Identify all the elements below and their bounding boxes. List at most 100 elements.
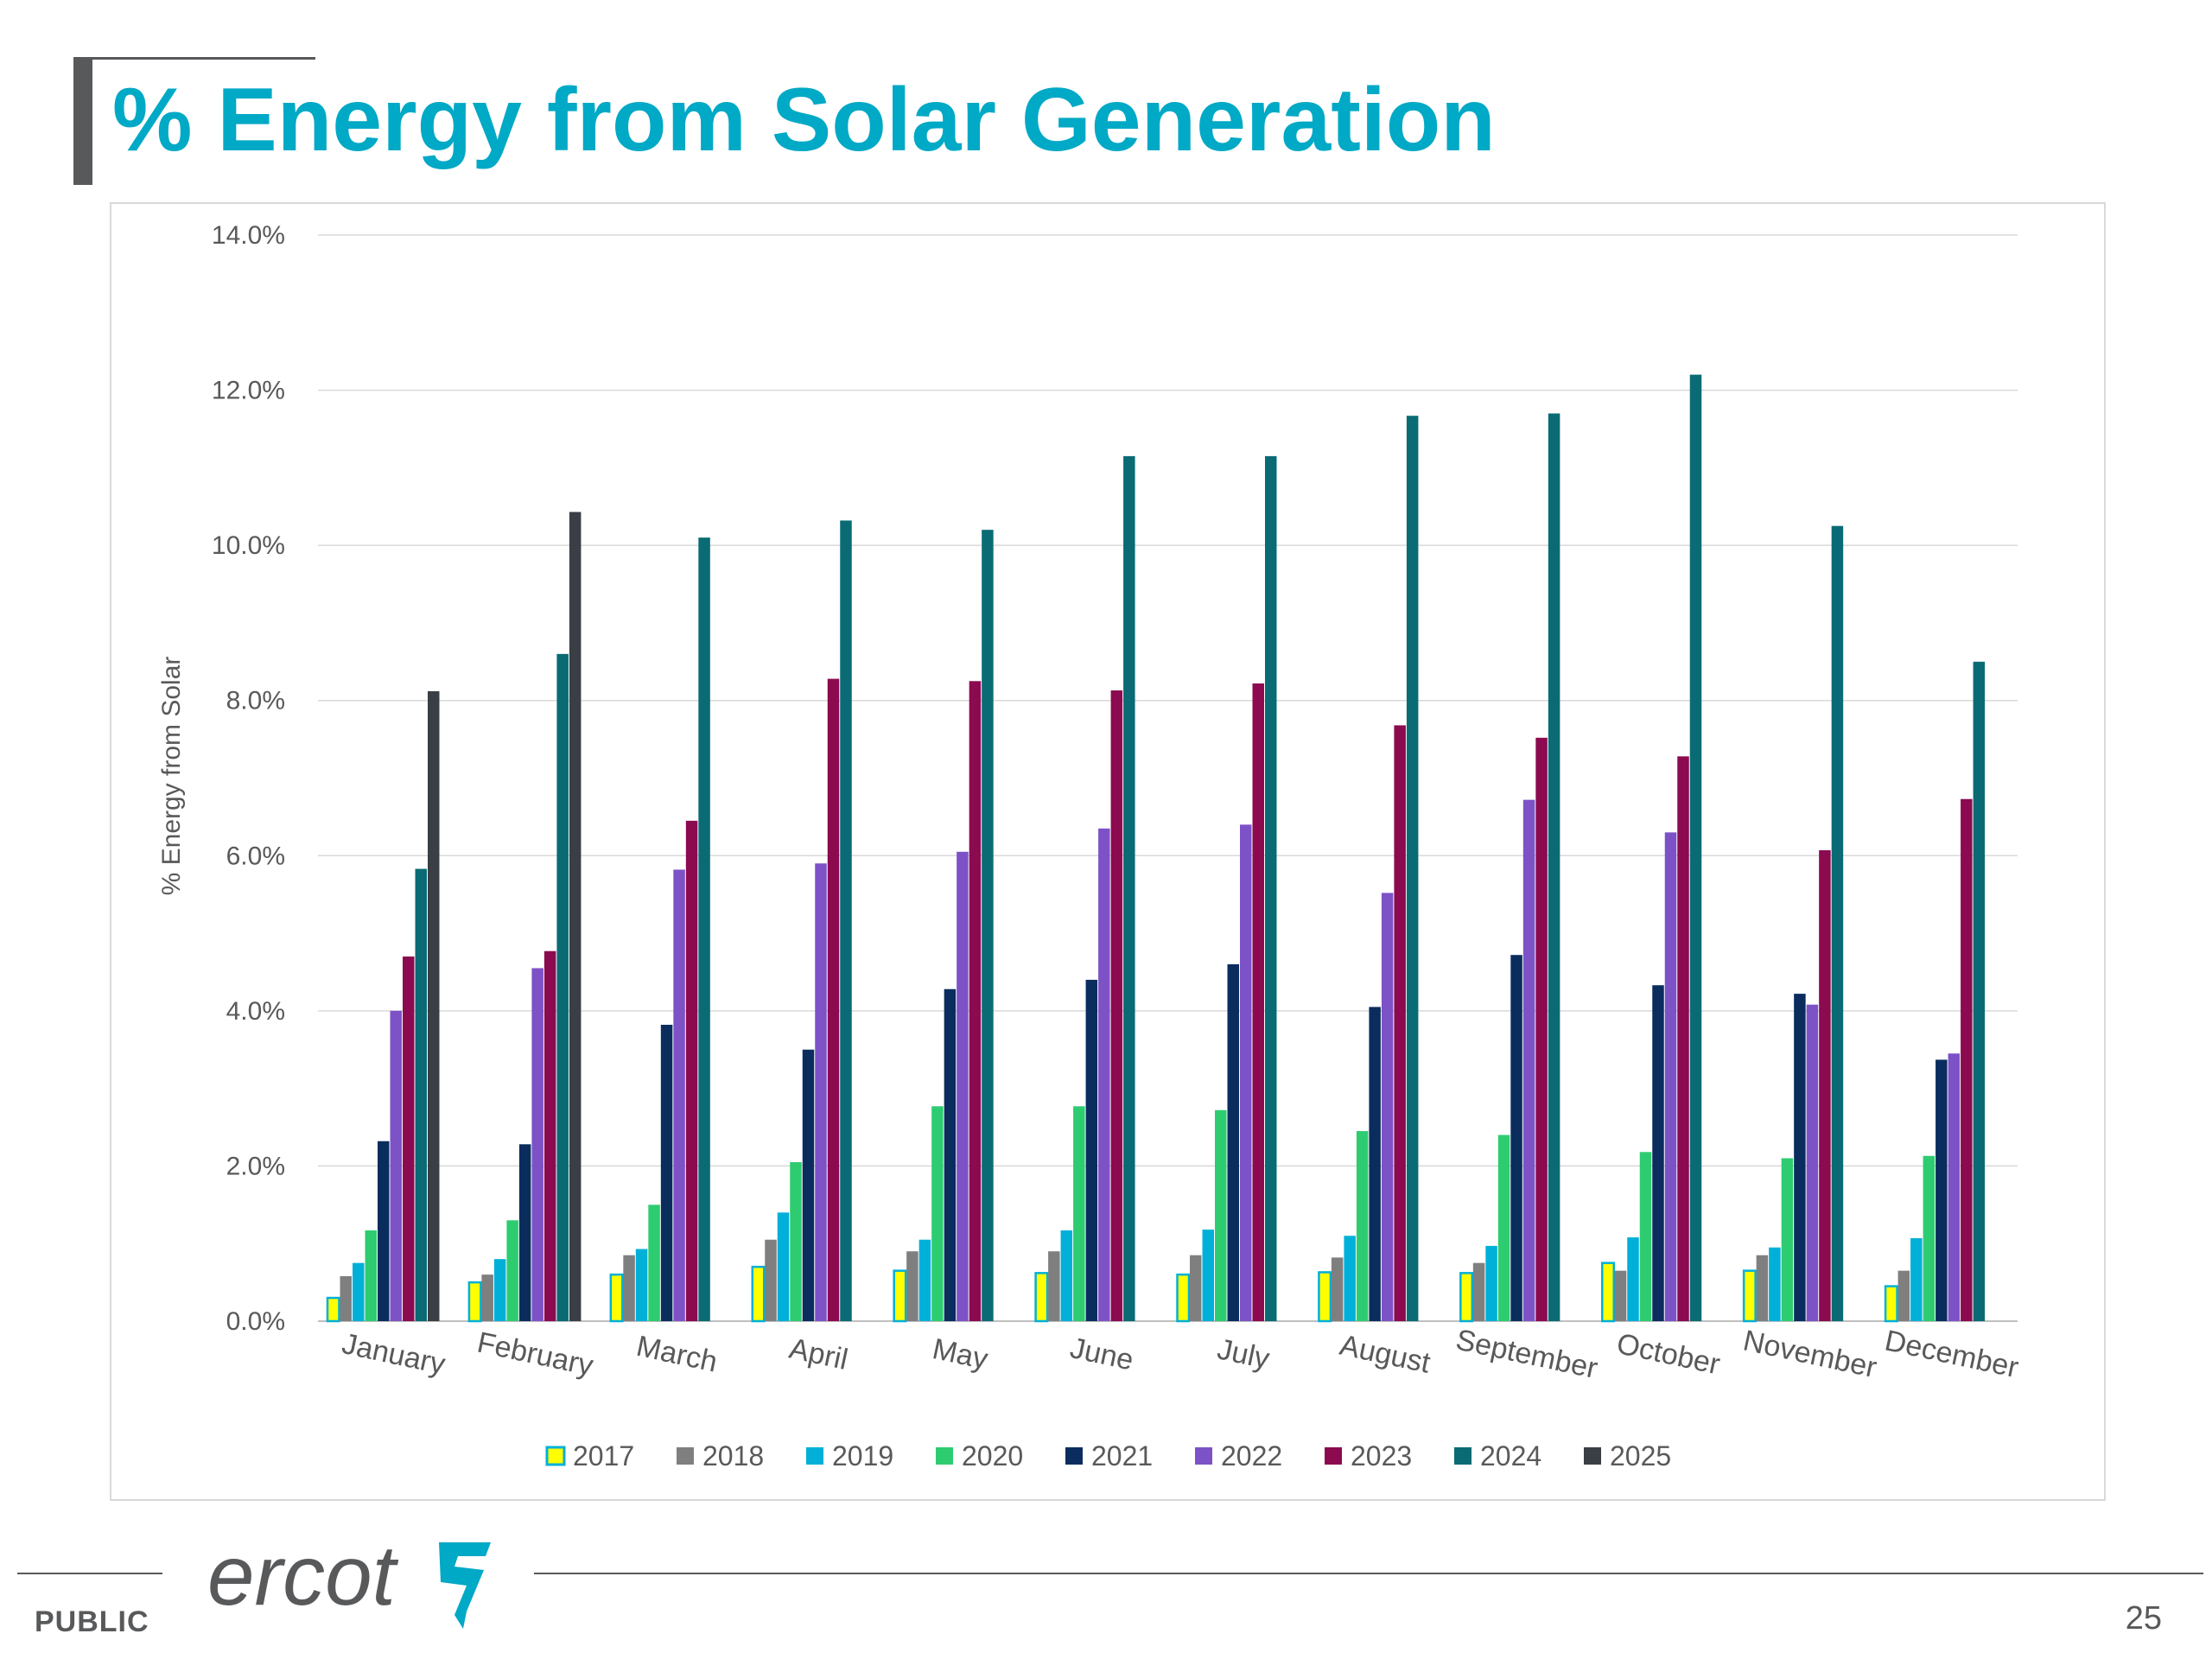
bar-2022-march — [673, 869, 685, 1321]
x-tick-label: September — [1453, 1323, 1601, 1385]
bar-2024-august — [1406, 416, 1419, 1322]
bar-2023-may — [969, 681, 982, 1321]
bar-2022-july — [1240, 824, 1252, 1321]
bar-2020-may — [931, 1106, 944, 1321]
bar-2017-october — [1601, 1262, 1615, 1323]
legend-label-2020: 2020 — [962, 1440, 1023, 1471]
bar-2020-december — [1923, 1155, 1936, 1321]
bar-2024-june — [1123, 455, 1135, 1321]
gridlines — [318, 234, 2018, 1322]
bar-2024-march — [698, 537, 710, 1321]
bar-2023-august — [1394, 725, 1406, 1321]
bar-2024-may — [982, 530, 994, 1321]
x-tick-label: October — [1614, 1327, 1723, 1381]
bar-2017-march — [609, 1273, 624, 1323]
bar-2021-april — [802, 1049, 815, 1321]
bar-2020-april — [790, 1161, 802, 1321]
x-tick-label: April — [786, 1332, 850, 1376]
bar-2020-february — [506, 1220, 518, 1321]
bar-2018-may — [906, 1251, 918, 1321]
bar-2019-september — [1485, 1245, 1497, 1321]
y-tick-label: 0.0% — [226, 1307, 285, 1336]
bar-2018-april — [765, 1239, 777, 1321]
bar-2018-september — [1472, 1262, 1485, 1321]
bar-2024-july — [1265, 455, 1277, 1321]
bar-2024-april — [840, 520, 852, 1321]
bar-2020-september — [1497, 1135, 1510, 1321]
bar-2019-june — [1060, 1230, 1073, 1321]
legend-swatch-2023 — [1325, 1447, 1342, 1465]
bar-2018-june — [1048, 1251, 1060, 1321]
bar-2019-november — [1769, 1247, 1781, 1321]
bar-2020-june — [1073, 1106, 1085, 1321]
y-axis-ticks: 0.0% 2.0% 4.0% 6.0% 8.0% 10.0% 12.0% 14.0% — [212, 221, 285, 1336]
bar-2025-january — [428, 690, 440, 1321]
bar-2022-february — [531, 968, 543, 1321]
bar-2021-november — [1794, 994, 1806, 1321]
y-tick-label: 10.0% — [212, 531, 285, 560]
bar-2022-september — [1522, 799, 1535, 1321]
bar-2017-december — [1884, 1285, 1898, 1323]
bars — [326, 374, 1986, 1323]
x-tick-label: July — [1214, 1332, 1272, 1376]
legend-label-2022: 2022 — [1221, 1440, 1282, 1471]
legend-swatch-2022 — [1195, 1447, 1212, 1465]
bar-2018-july — [1190, 1255, 1202, 1321]
bar-2017-february — [467, 1281, 482, 1323]
x-tick-label: November — [1740, 1324, 1879, 1384]
bar-2020-january — [365, 1230, 377, 1321]
bar-2020-november — [1781, 1158, 1794, 1321]
bar-2023-june — [1110, 690, 1123, 1321]
bar-2023-april — [827, 678, 840, 1321]
legend-swatch-2025 — [1584, 1447, 1601, 1465]
bar-2020-october — [1639, 1152, 1652, 1321]
legend-swatch-2020 — [936, 1447, 953, 1465]
y-tick-label: 12.0% — [212, 377, 285, 405]
legend-swatch-2018 — [677, 1447, 694, 1465]
bar-2019-may — [918, 1239, 931, 1321]
slide-title: % Energy from Solar Generation — [112, 70, 1496, 170]
legend-label-2018: 2018 — [702, 1440, 764, 1471]
bar-2024-november — [1831, 525, 1844, 1321]
bar-2018-august — [1331, 1257, 1344, 1321]
bar-2019-august — [1344, 1236, 1356, 1321]
bar-2023-july — [1252, 683, 1264, 1321]
bar-2021-march — [660, 1025, 673, 1321]
bar-2023-october — [1677, 756, 1689, 1321]
y-axis-label: % Energy from Solar — [157, 657, 186, 896]
bar-2021-may — [944, 988, 957, 1321]
bar-2024-february — [556, 653, 569, 1321]
bar-2019-july — [1202, 1230, 1214, 1321]
x-tick-label: February — [474, 1326, 596, 1382]
y-tick-label: 6.0% — [226, 842, 285, 870]
bar-2022-june — [1098, 828, 1110, 1321]
bar-2018-december — [1897, 1270, 1910, 1321]
legend-label-2024: 2024 — [1480, 1440, 1541, 1471]
y-tick-label: 8.0% — [226, 687, 285, 715]
bar-2020-march — [648, 1205, 660, 1321]
bar-2022-january — [390, 1010, 402, 1321]
bar-2021-december — [1936, 1059, 1948, 1321]
footer-line-left — [17, 1573, 162, 1574]
title-accent-line — [73, 57, 315, 60]
ercot-logo: ercot — [207, 1528, 491, 1629]
bar-2017-may — [893, 1269, 907, 1323]
x-tick-label: June — [1067, 1332, 1136, 1376]
bar-2019-march — [635, 1249, 648, 1321]
bar-2022-december — [1948, 1053, 1961, 1321]
bar-2020-august — [1356, 1131, 1369, 1321]
title-accent-bar — [73, 57, 92, 185]
bar-2019-april — [777, 1212, 790, 1321]
legend-label-2025: 2025 — [1610, 1440, 1671, 1471]
bar-2017-august — [1318, 1271, 1332, 1323]
bar-2024-january — [415, 868, 427, 1321]
bar-2023-december — [1961, 798, 1973, 1321]
bar-2018-october — [1614, 1270, 1627, 1321]
bar-2022-november — [1806, 1004, 1819, 1321]
svg-text:ercot: ercot — [207, 1528, 399, 1623]
legend-label-2023: 2023 — [1351, 1440, 1412, 1471]
legend-swatch-2024 — [1454, 1447, 1471, 1465]
footer-line-right — [534, 1573, 2203, 1574]
x-tick-label: January — [339, 1327, 448, 1381]
bar-2018-march — [623, 1255, 635, 1321]
